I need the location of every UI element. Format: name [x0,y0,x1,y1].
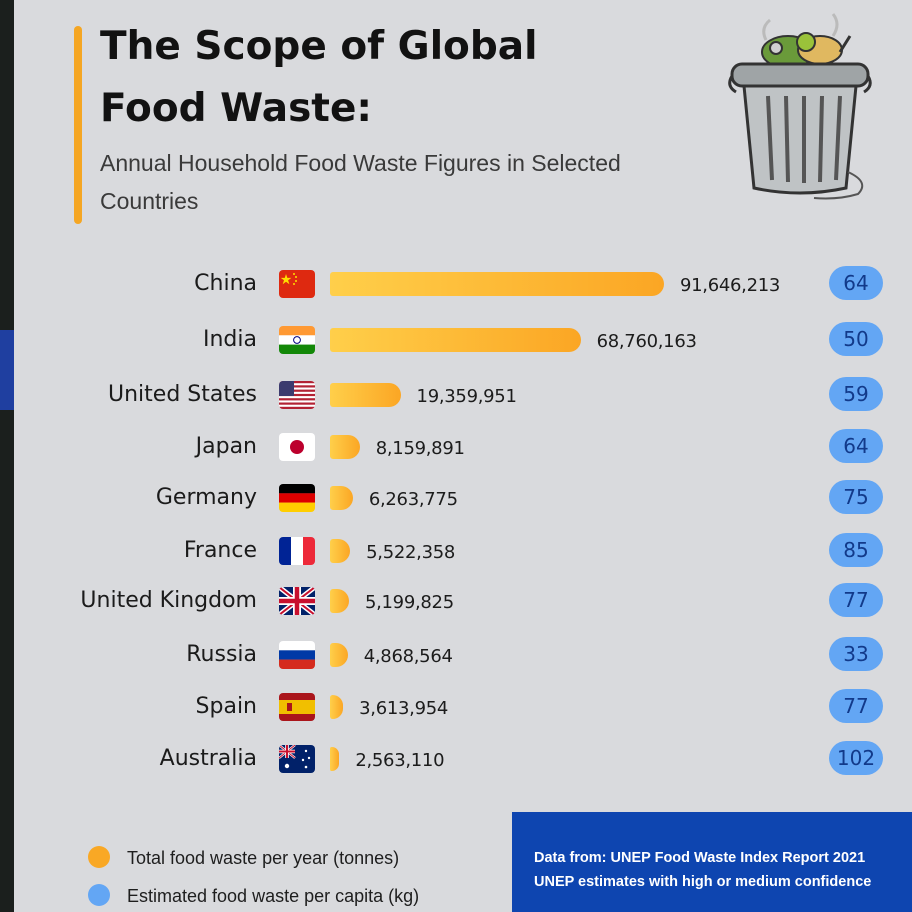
total-waste-value: 8,159,891 [375,438,465,459]
chart-row: United Kingdom 5,199,825 77 [0,581,912,621]
per-capita-badge: 102 [829,741,883,775]
total-waste-value: 4,868,564 [363,646,453,667]
country-label: Japan [195,434,257,459]
chart-row: France 5,522,358 85 [0,531,912,571]
country-label: Germany [155,485,257,510]
country-label: Spain [195,694,257,719]
per-capita-badge: 59 [829,377,883,411]
per-capita-badge: 75 [829,480,883,514]
country-label: China [194,271,257,296]
per-capita-badge: 64 [829,266,883,300]
total-waste-bar [330,747,340,771]
title-accent-bar [74,26,82,224]
total-waste-value: 6,263,775 [368,489,458,510]
chart-row: Germany 6,263,775 75 [0,478,912,518]
chart-row: India 68,760,163 50 [0,320,912,360]
united-states-flag-icon [279,381,315,409]
total-waste-bar [330,486,353,510]
china-flag-icon [279,270,315,298]
total-waste-value: 3,613,954 [359,698,449,719]
chart-row: Japan 8,159,891 64 [0,427,912,467]
legend-label-per-capita: Estimated food waste per capita (kg) [127,886,420,906]
per-capita-badge: 77 [829,689,883,723]
chart-row: Spain 3,613,954 77 [0,687,912,727]
total-waste-bar [330,328,581,352]
united-kingdom-flag-icon [279,587,315,615]
france-flag-icon [279,537,315,565]
total-waste-bar [330,383,401,407]
total-waste-value: 2,563,110 [355,750,445,771]
per-capita-badge: 77 [829,583,883,617]
total-waste-bar [330,643,348,667]
australia-flag-icon [279,745,315,773]
total-waste-value: 91,646,213 [680,275,781,296]
source-note: UNEP estimates with high or medium confi… [534,874,872,890]
legend-label-total: Total food waste per year (tonnes) [127,848,400,868]
total-waste-value: 5,199,825 [364,592,454,613]
total-waste-bar [330,539,351,563]
total-waste-bar [330,589,349,613]
source-citation: Data from: UNEP Food Waste Index Report … [534,850,866,866]
per-capita-badge: 50 [829,322,883,356]
chart-row: United States 19,359,951 59 [0,375,912,415]
total-waste-value: 68,760,163 [596,331,697,352]
country-label: Australia [159,746,257,771]
chart-row: Russia 4,868,564 33 [0,635,912,675]
total-waste-bar [330,272,664,296]
total-waste-bar [330,435,360,459]
spain-flag-icon [279,693,315,721]
chart-subtitle: Annual Household Food Waste Figures in S… [100,150,621,214]
country-label: United Kingdom [80,588,257,613]
chart-row: Australia 2,563,110 102 [0,739,912,779]
india-flag-icon [279,326,315,354]
total-waste-value: 19,359,951 [416,386,517,407]
japan-flag-icon [279,433,315,461]
russia-flag-icon [279,641,315,669]
legend-swatch-total [88,846,110,868]
chart-title: The Scope of Global Food Waste: [100,24,538,131]
legend-swatch-per-capita [88,884,110,906]
trash-can-icon [728,13,872,200]
per-capita-badge: 64 [829,429,883,463]
country-label: United States [108,382,257,407]
total-waste-value: 5,522,358 [366,542,456,563]
country-label: France [183,538,257,563]
per-capita-badge: 85 [829,533,883,567]
per-capita-badge: 33 [829,637,883,671]
country-label: Russia [186,642,257,667]
left-edge-strip-accent [0,330,14,410]
total-waste-bar [330,695,344,719]
left-edge-strip [0,0,14,912]
source-panel: Data from: UNEP Food Waste Index Report … [512,812,912,912]
chart-row: China 91,646,213 64 [0,264,912,304]
germany-flag-icon [279,484,315,512]
country-label: India [203,327,257,352]
